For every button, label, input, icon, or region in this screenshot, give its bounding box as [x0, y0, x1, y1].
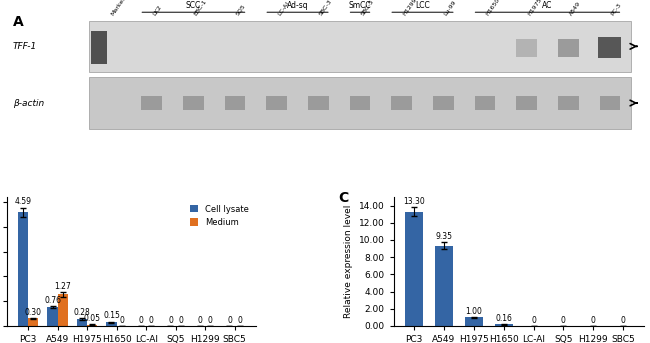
Bar [87, 324, 98, 326]
Text: 0: 0 [178, 316, 183, 324]
Text: 0.16: 0.16 [495, 314, 512, 323]
Bar [141, 96, 162, 110]
Text: 4.59: 4.59 [14, 198, 31, 206]
Text: PC-3: PC-3 [610, 2, 622, 17]
Text: AC: AC [542, 1, 552, 10]
Text: 1.00: 1.00 [465, 307, 482, 316]
Text: LCC: LCC [415, 1, 430, 10]
Text: SQ5: SQ5 [235, 3, 246, 17]
Text: C: C [339, 191, 349, 205]
Text: 0: 0 [621, 316, 625, 324]
Text: 1.27: 1.27 [55, 282, 72, 291]
Legend: Cell lysate, Medium: Cell lysate, Medium [187, 201, 252, 230]
Text: 0.05: 0.05 [84, 314, 101, 323]
Text: 0: 0 [138, 316, 144, 324]
Bar [465, 317, 483, 326]
Text: Lu-99: Lu-99 [443, 0, 458, 17]
Bar [266, 96, 287, 110]
Text: 0.30: 0.30 [25, 308, 42, 317]
Bar [28, 318, 38, 326]
Text: Marker: Marker [110, 0, 127, 17]
Text: 0: 0 [227, 316, 232, 324]
Bar [495, 324, 513, 326]
Text: 0: 0 [149, 316, 154, 324]
Text: EBC-1: EBC-1 [194, 0, 208, 17]
Text: 0: 0 [208, 316, 213, 324]
Text: 9.35: 9.35 [436, 232, 452, 241]
Bar [18, 212, 28, 326]
Text: SmCC: SmCC [348, 1, 371, 10]
Bar [391, 96, 412, 110]
Bar [599, 37, 621, 58]
Text: H1650: H1650 [485, 0, 500, 17]
Bar [558, 96, 579, 110]
Bar [474, 96, 495, 110]
Y-axis label: Relative expression level: Relative expression level [344, 205, 353, 318]
Text: LK2: LK2 [152, 4, 162, 17]
Bar [58, 294, 68, 326]
Text: 13.30: 13.30 [403, 197, 425, 206]
Text: 0: 0 [168, 316, 173, 324]
Bar [350, 96, 370, 110]
Bar [435, 246, 453, 326]
Text: SCC: SCC [186, 1, 201, 10]
Bar [308, 96, 329, 110]
Text: A549: A549 [568, 1, 582, 17]
Bar [183, 96, 204, 110]
Text: 0: 0 [591, 316, 596, 324]
Bar [433, 96, 454, 110]
Text: SBC-5: SBC-5 [360, 0, 375, 17]
Bar [77, 319, 87, 326]
Bar [90, 31, 107, 64]
Text: β-actin: β-actin [13, 98, 44, 107]
Bar [516, 96, 537, 110]
Text: A: A [13, 15, 23, 29]
Bar [47, 307, 58, 326]
Text: 0: 0 [120, 316, 124, 324]
Text: TFF-1: TFF-1 [13, 42, 37, 51]
Bar [89, 77, 630, 129]
Text: 0.28: 0.28 [73, 308, 90, 317]
Bar [107, 322, 116, 326]
Text: 0: 0 [198, 316, 202, 324]
Text: 0: 0 [561, 316, 566, 324]
Text: LC-AI: LC-AI [277, 1, 290, 17]
Text: 0: 0 [237, 316, 242, 324]
Text: 0.76: 0.76 [44, 296, 61, 305]
Bar [225, 96, 246, 110]
Bar [89, 21, 630, 72]
Bar [516, 39, 537, 57]
Bar [599, 96, 620, 110]
Text: 0: 0 [531, 316, 536, 324]
Text: H1299: H1299 [402, 0, 417, 17]
Bar [405, 212, 423, 326]
Text: H1975: H1975 [526, 0, 543, 17]
Bar [558, 39, 579, 57]
Text: 0.15: 0.15 [103, 311, 120, 320]
Text: Ad-sq: Ad-sq [287, 1, 308, 10]
Text: SBC-3: SBC-3 [318, 0, 333, 17]
